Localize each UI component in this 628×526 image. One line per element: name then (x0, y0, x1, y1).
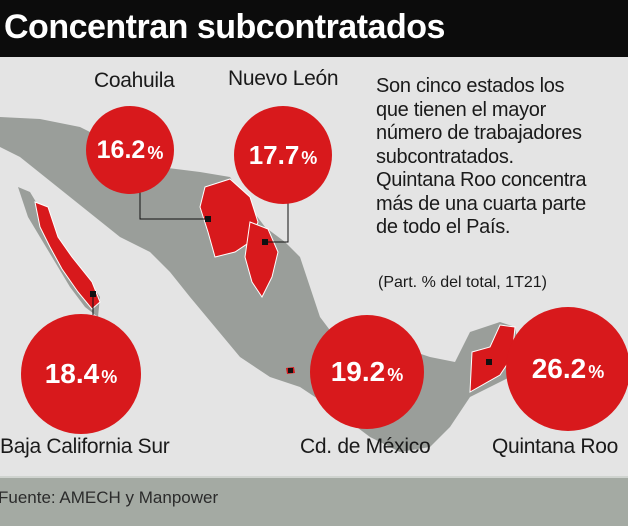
description-line: de todo el País. (376, 216, 511, 238)
value-circle-baja-california-sur: 18.4% (21, 314, 141, 434)
description-line: más de una cuarta parte (376, 192, 586, 215)
value: 26.2 (531, 353, 587, 384)
source-text: Fuente: AMECH y Manpower (0, 488, 219, 507)
description-line: Quintana Roo concentra (376, 169, 587, 191)
map-panel: Coahuila Nuevo León Baja California Sur … (0, 57, 628, 476)
value: 18.4 (44, 358, 100, 389)
value-circle-nuevo-leon: 17.7% (234, 106, 332, 204)
value: 19.2 (330, 356, 386, 387)
leader-lines (92, 184, 289, 315)
value-circle-quintana-roo: 26.2% (506, 307, 628, 431)
description-line: Son cinco estados los (376, 75, 565, 97)
value-circle-coahuila: 16.2% (86, 106, 174, 194)
state-label-quintana-roo: Quintana Roo (492, 435, 618, 458)
title-bar: Concentran subcontratados (0, 0, 628, 57)
quintana-roo (469, 324, 516, 393)
percent-sign: % (101, 366, 118, 387)
baja-california-sur (34, 201, 101, 310)
state-label-coahuila: Coahuila (94, 69, 175, 92)
description-line: subcontratados. (376, 145, 514, 168)
percent-sign: % (588, 361, 605, 382)
state-markers (90, 216, 492, 373)
description-line: que tienen el mayor (376, 98, 546, 121)
footer: Fuente: AMECH y Manpower (0, 476, 628, 526)
percent-sign: % (301, 147, 318, 168)
data-note: (Part. % del total, 1T21) (378, 274, 547, 291)
nuevo-leon (244, 221, 279, 298)
value: 16.2 (96, 135, 146, 164)
description-line: número de trabajadores (376, 122, 582, 144)
value: 17.7 (248, 139, 300, 170)
percent-sign: % (387, 364, 404, 385)
description: Son cinco estados los que tienen el mayo… (376, 75, 587, 240)
state-label-baja-california-sur: Baja California Sur (0, 435, 170, 458)
state-label-cdmx: Cd. de México (300, 435, 431, 458)
percent-sign: % (147, 142, 164, 163)
page-title: Concentran subcontratados (4, 8, 445, 46)
value-circle-cdmx: 19.2% (310, 315, 424, 429)
state-label-nuevo-leon: Nuevo León (228, 67, 339, 90)
